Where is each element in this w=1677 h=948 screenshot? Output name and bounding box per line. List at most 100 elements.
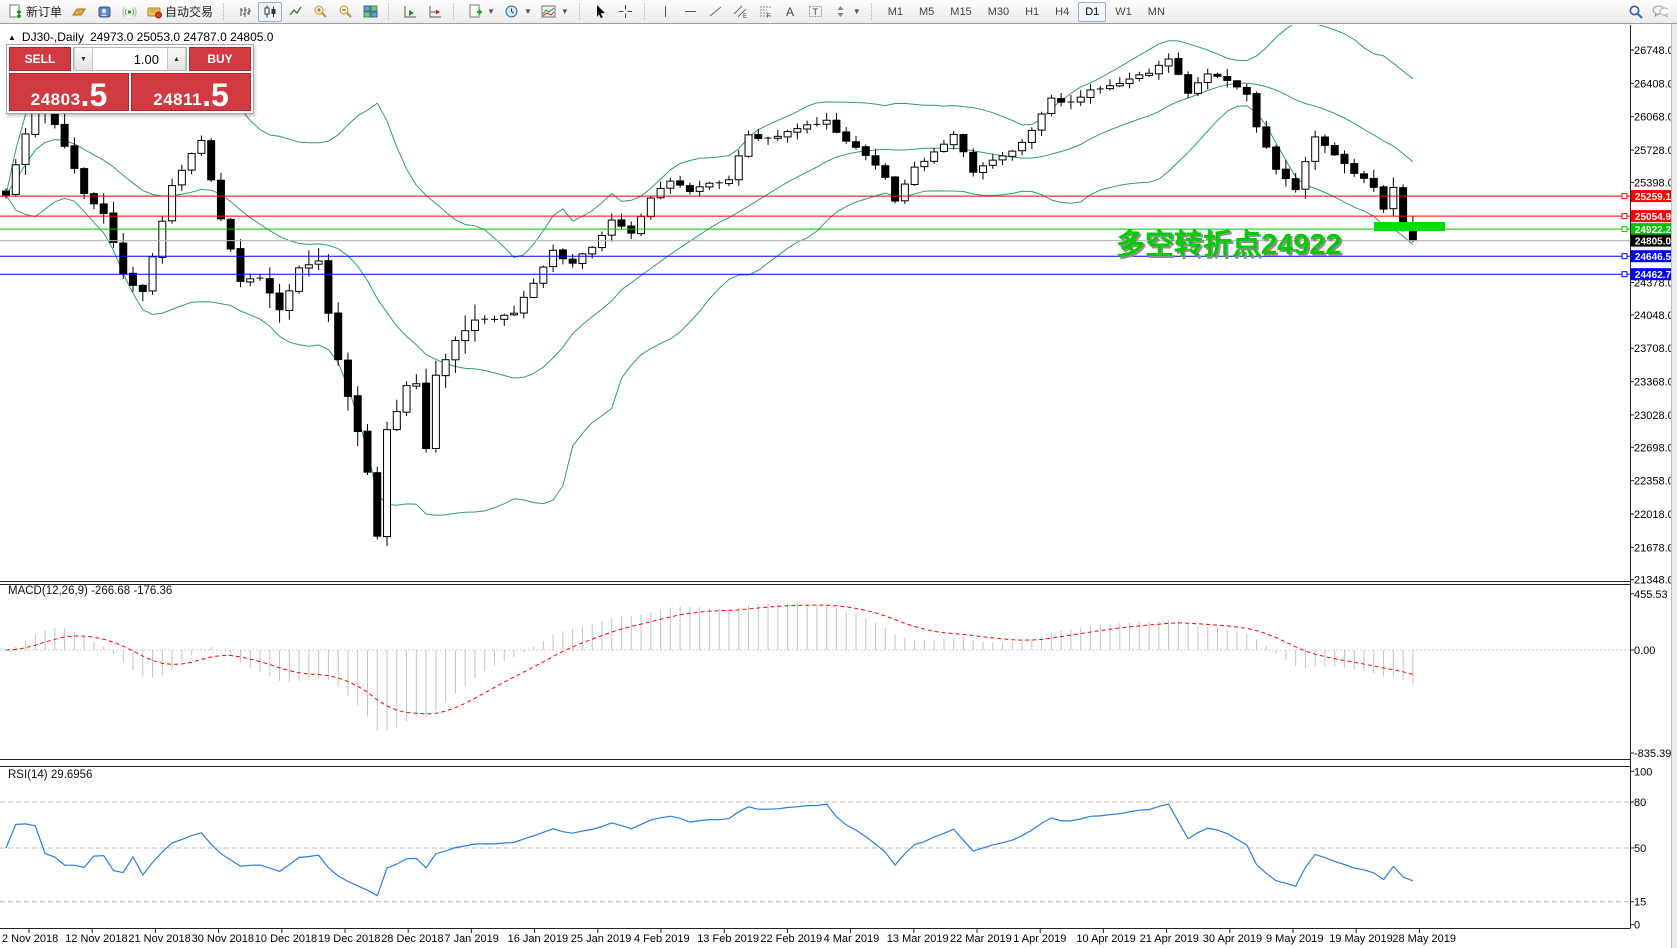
macd-indicator-label: MACD(12,26,9) -266.68 -176.36 bbox=[8, 585, 172, 597]
chat-icon[interactable] bbox=[1652, 4, 1668, 20]
arrows-button[interactable]: ▼ bbox=[829, 2, 865, 22]
sell-price-main: 24803 bbox=[30, 90, 81, 109]
svg-text:80: 80 bbox=[1634, 797, 1646, 809]
main-toolbar: 新订单 自动交易 bbox=[0, 0, 1677, 24]
horizontal-line-icon bbox=[683, 4, 699, 20]
macd-pane bbox=[0, 603, 1630, 731]
candlestick-chart-button[interactable] bbox=[258, 1, 283, 22]
price-tag-24922.2 bbox=[1631, 223, 1675, 236]
svg-text:23368.0: 23368.0 bbox=[1634, 377, 1674, 389]
timeframe-button-m15[interactable]: M15 bbox=[950, 5, 972, 18]
rsi-value: 29.6956 bbox=[50, 769, 93, 781]
bollinger-band-line bbox=[5, 105, 1414, 516]
zoom-out-icon bbox=[337, 4, 353, 20]
timeframe-button-h1[interactable]: H1 bbox=[1025, 5, 1040, 18]
buy-price-main: 24811 bbox=[153, 90, 203, 109]
date-label: 4 Feb 2019 bbox=[634, 933, 690, 945]
date-label: 28 May 2019 bbox=[1392, 933, 1456, 945]
collapse-panel-icon[interactable]: ▲ bbox=[8, 32, 16, 42]
line-chart-button[interactable] bbox=[283, 2, 307, 22]
chart-shift-button[interactable] bbox=[423, 2, 447, 22]
timeframe-button-m30[interactable]: M30 bbox=[987, 5, 1010, 18]
periods-button[interactable]: ▼ bbox=[500, 2, 536, 22]
zoom-out-button[interactable] bbox=[333, 2, 357, 22]
zoom-in-icon bbox=[312, 4, 328, 20]
bollinger-band-line bbox=[5, 82, 1414, 379]
sell-price[interactable]: 24803.5 bbox=[9, 73, 129, 111]
svg-text:100: 100 bbox=[1634, 766, 1652, 778]
toolbar-separator bbox=[870, 3, 876, 20]
date-label: 25 Jan 2019 bbox=[571, 933, 632, 945]
toolbar-separator bbox=[578, 3, 584, 20]
svg-text:24048.0: 24048.0 bbox=[1634, 310, 1674, 322]
chevron-down-icon: ▼ bbox=[852, 7, 861, 16]
timeframe-button-mn[interactable]: MN bbox=[1147, 5, 1165, 18]
timeframe-button-d1[interactable]: D1 bbox=[1078, 1, 1107, 22]
svg-text:15: 15 bbox=[1634, 897, 1646, 909]
deposit-button[interactable] bbox=[67, 2, 91, 22]
date-label: 10 Apr 2019 bbox=[1076, 933, 1135, 945]
equidistant-channel-button[interactable]: E bbox=[729, 2, 753, 22]
templates-button[interactable]: ▼ bbox=[463, 2, 499, 22]
cursor-button[interactable] bbox=[589, 2, 613, 22]
autotrade-button[interactable]: 自动交易 bbox=[142, 2, 217, 22]
cursor-icon bbox=[593, 4, 609, 20]
volume-value[interactable]: 1.00 bbox=[133, 51, 159, 67]
bar-chart-icon bbox=[237, 4, 253, 20]
date-label: 13 Mar 2019 bbox=[887, 933, 949, 945]
price-tag-24462.7 bbox=[1631, 268, 1675, 281]
price-tag-24646.5 bbox=[1631, 250, 1675, 263]
tile-windows-button[interactable] bbox=[358, 2, 382, 22]
rsi-indicator-label: RSI(14) 29.6956 bbox=[8, 769, 92, 781]
svg-text:21348.0: 21348.0 bbox=[1634, 575, 1674, 587]
macd-signal-value: -176.36 bbox=[133, 585, 173, 597]
volume-increase-button[interactable]: ▲ bbox=[167, 48, 186, 70]
user-window-icon bbox=[96, 4, 112, 20]
zoom-in-button[interactable] bbox=[308, 2, 332, 22]
turning-point-annotation[interactable]: 多空转折点24922 bbox=[1116, 229, 1342, 261]
fibonacci-button[interactable]: F bbox=[754, 2, 778, 22]
svg-text:24922.2: 24922.2 bbox=[1635, 225, 1672, 236]
svg-text:0: 0 bbox=[1634, 920, 1640, 932]
search-icon[interactable] bbox=[1628, 4, 1644, 20]
bar-chart-button[interactable] bbox=[233, 2, 257, 22]
date-label: 1 Apr 2019 bbox=[1013, 933, 1066, 945]
buy-button[interactable]: BUY bbox=[189, 47, 251, 71]
svg-text:26748.0: 26748.0 bbox=[1634, 45, 1674, 57]
sell-button[interactable]: SELL bbox=[9, 47, 71, 71]
text-button[interactable]: A bbox=[779, 2, 803, 22]
new-order-button[interactable]: 新订单 bbox=[3, 2, 66, 22]
vertical-line-button[interactable] bbox=[654, 2, 678, 22]
highlight-bar[interactable] bbox=[1374, 222, 1445, 231]
toolbar-separator bbox=[453, 3, 458, 20]
signals-button[interactable] bbox=[117, 2, 141, 22]
trendline-button[interactable] bbox=[704, 2, 728, 22]
timeframe-button-m1[interactable]: M1 bbox=[887, 5, 903, 18]
date-label: 2 Nov 2018 bbox=[2, 933, 58, 945]
date-label: 10 Dec 2018 bbox=[255, 933, 317, 945]
volume-decrease-button[interactable]: ▼ bbox=[74, 48, 93, 70]
text-icon: A bbox=[783, 4, 799, 20]
channel-icon: E bbox=[733, 4, 749, 20]
timeframe-button-w1[interactable]: W1 bbox=[1115, 5, 1132, 18]
buy-price[interactable]: 24811.5 bbox=[131, 73, 251, 111]
price-tag-25259.1 bbox=[1631, 190, 1675, 203]
autotrade-label: 自动交易 bbox=[165, 5, 214, 19]
crosshair-button[interactable] bbox=[614, 2, 638, 22]
date-label: 22 Feb 2019 bbox=[760, 933, 822, 945]
indicators-button[interactable]: ▼ bbox=[537, 2, 573, 22]
date-label: 4 Mar 2019 bbox=[824, 933, 880, 945]
timeframe-button-h4[interactable]: H4 bbox=[1055, 5, 1070, 18]
label-button[interactable]: T bbox=[804, 2, 828, 22]
svg-text:-835.39: -835.39 bbox=[1634, 748, 1671, 760]
chevron-down-icon: ▼ bbox=[560, 7, 569, 16]
svg-text:26408.0: 26408.0 bbox=[1634, 78, 1674, 90]
horizontal-line-button[interactable] bbox=[679, 2, 703, 22]
horizontal-level-lines[interactable] bbox=[0, 193, 1630, 278]
timeframe-button-m5[interactable]: M5 bbox=[919, 5, 935, 18]
auto-scroll-button[interactable] bbox=[398, 2, 422, 22]
community-button[interactable] bbox=[92, 2, 116, 22]
ohlc-values: 24973.0 25053.0 24787.0 24805.0 bbox=[89, 30, 274, 44]
line-chart-icon bbox=[287, 4, 303, 20]
